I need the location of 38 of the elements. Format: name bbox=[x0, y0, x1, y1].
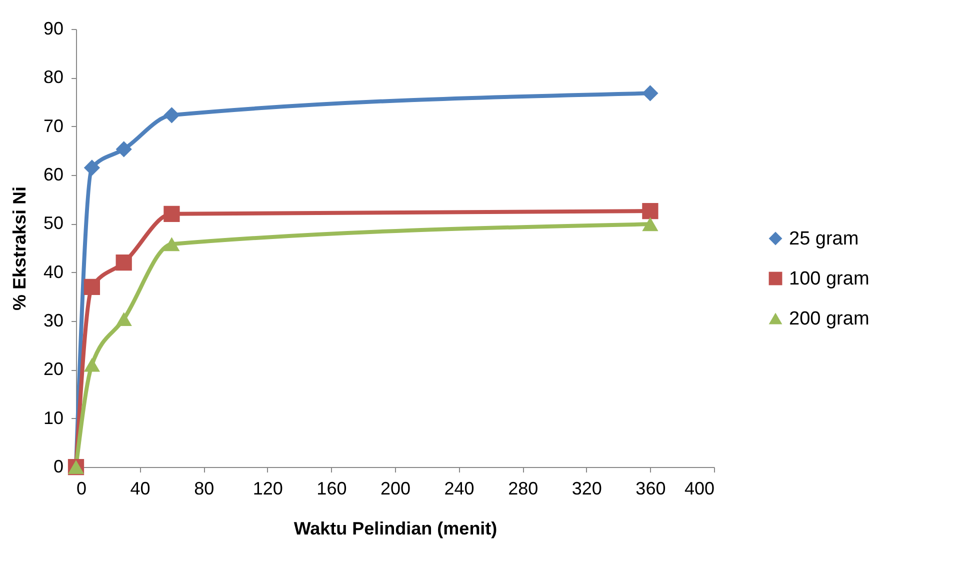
y-tick-label: 30 bbox=[43, 310, 64, 330]
x-tick-label: 80 bbox=[194, 478, 214, 498]
legend-label: 100 gram bbox=[789, 268, 870, 290]
point bbox=[164, 107, 180, 124]
x-tick-label: 120 bbox=[252, 478, 283, 498]
x-tick-label: 200 bbox=[380, 478, 411, 498]
y-tick-label: 50 bbox=[43, 213, 64, 234]
x-axis-title: Waktu Pelindian (menit) bbox=[294, 518, 498, 538]
point bbox=[164, 237, 180, 252]
y-tick-label: 20 bbox=[43, 359, 64, 380]
x-tick-label: 40 bbox=[130, 478, 150, 498]
point bbox=[642, 202, 658, 220]
x-tick-label: 0 bbox=[76, 478, 87, 498]
legend-label: 200 gram bbox=[789, 308, 870, 330]
y-tick-label: 80 bbox=[43, 67, 64, 88]
point bbox=[84, 160, 100, 176]
y-tick-label: 40 bbox=[43, 262, 64, 282]
x-tick-label: 400 bbox=[684, 478, 714, 498]
point bbox=[116, 254, 132, 271]
point bbox=[84, 278, 100, 295]
y-tick-label: 0 bbox=[53, 456, 64, 476]
point bbox=[84, 358, 100, 372]
point bbox=[116, 312, 132, 326]
x-tick-label: 360 bbox=[636, 478, 666, 498]
x-tick-label: 320 bbox=[572, 478, 602, 498]
x-tick-label: 240 bbox=[444, 478, 474, 498]
point bbox=[164, 206, 180, 222]
y-tick-label: 60 bbox=[43, 164, 64, 184]
y-tick-label: 90 bbox=[43, 18, 64, 38]
legend-label: 25 gram bbox=[789, 228, 859, 250]
y-tick-label: 10 bbox=[43, 408, 64, 428]
y-tick-label: 70 bbox=[43, 116, 64, 136]
point bbox=[642, 85, 658, 102]
point bbox=[116, 141, 132, 158]
y-axis-title: % Ekstraksi Ni bbox=[9, 186, 30, 311]
point bbox=[642, 217, 658, 232]
x-tick-label: 160 bbox=[316, 478, 347, 498]
x-tick-label: 280 bbox=[508, 478, 538, 498]
